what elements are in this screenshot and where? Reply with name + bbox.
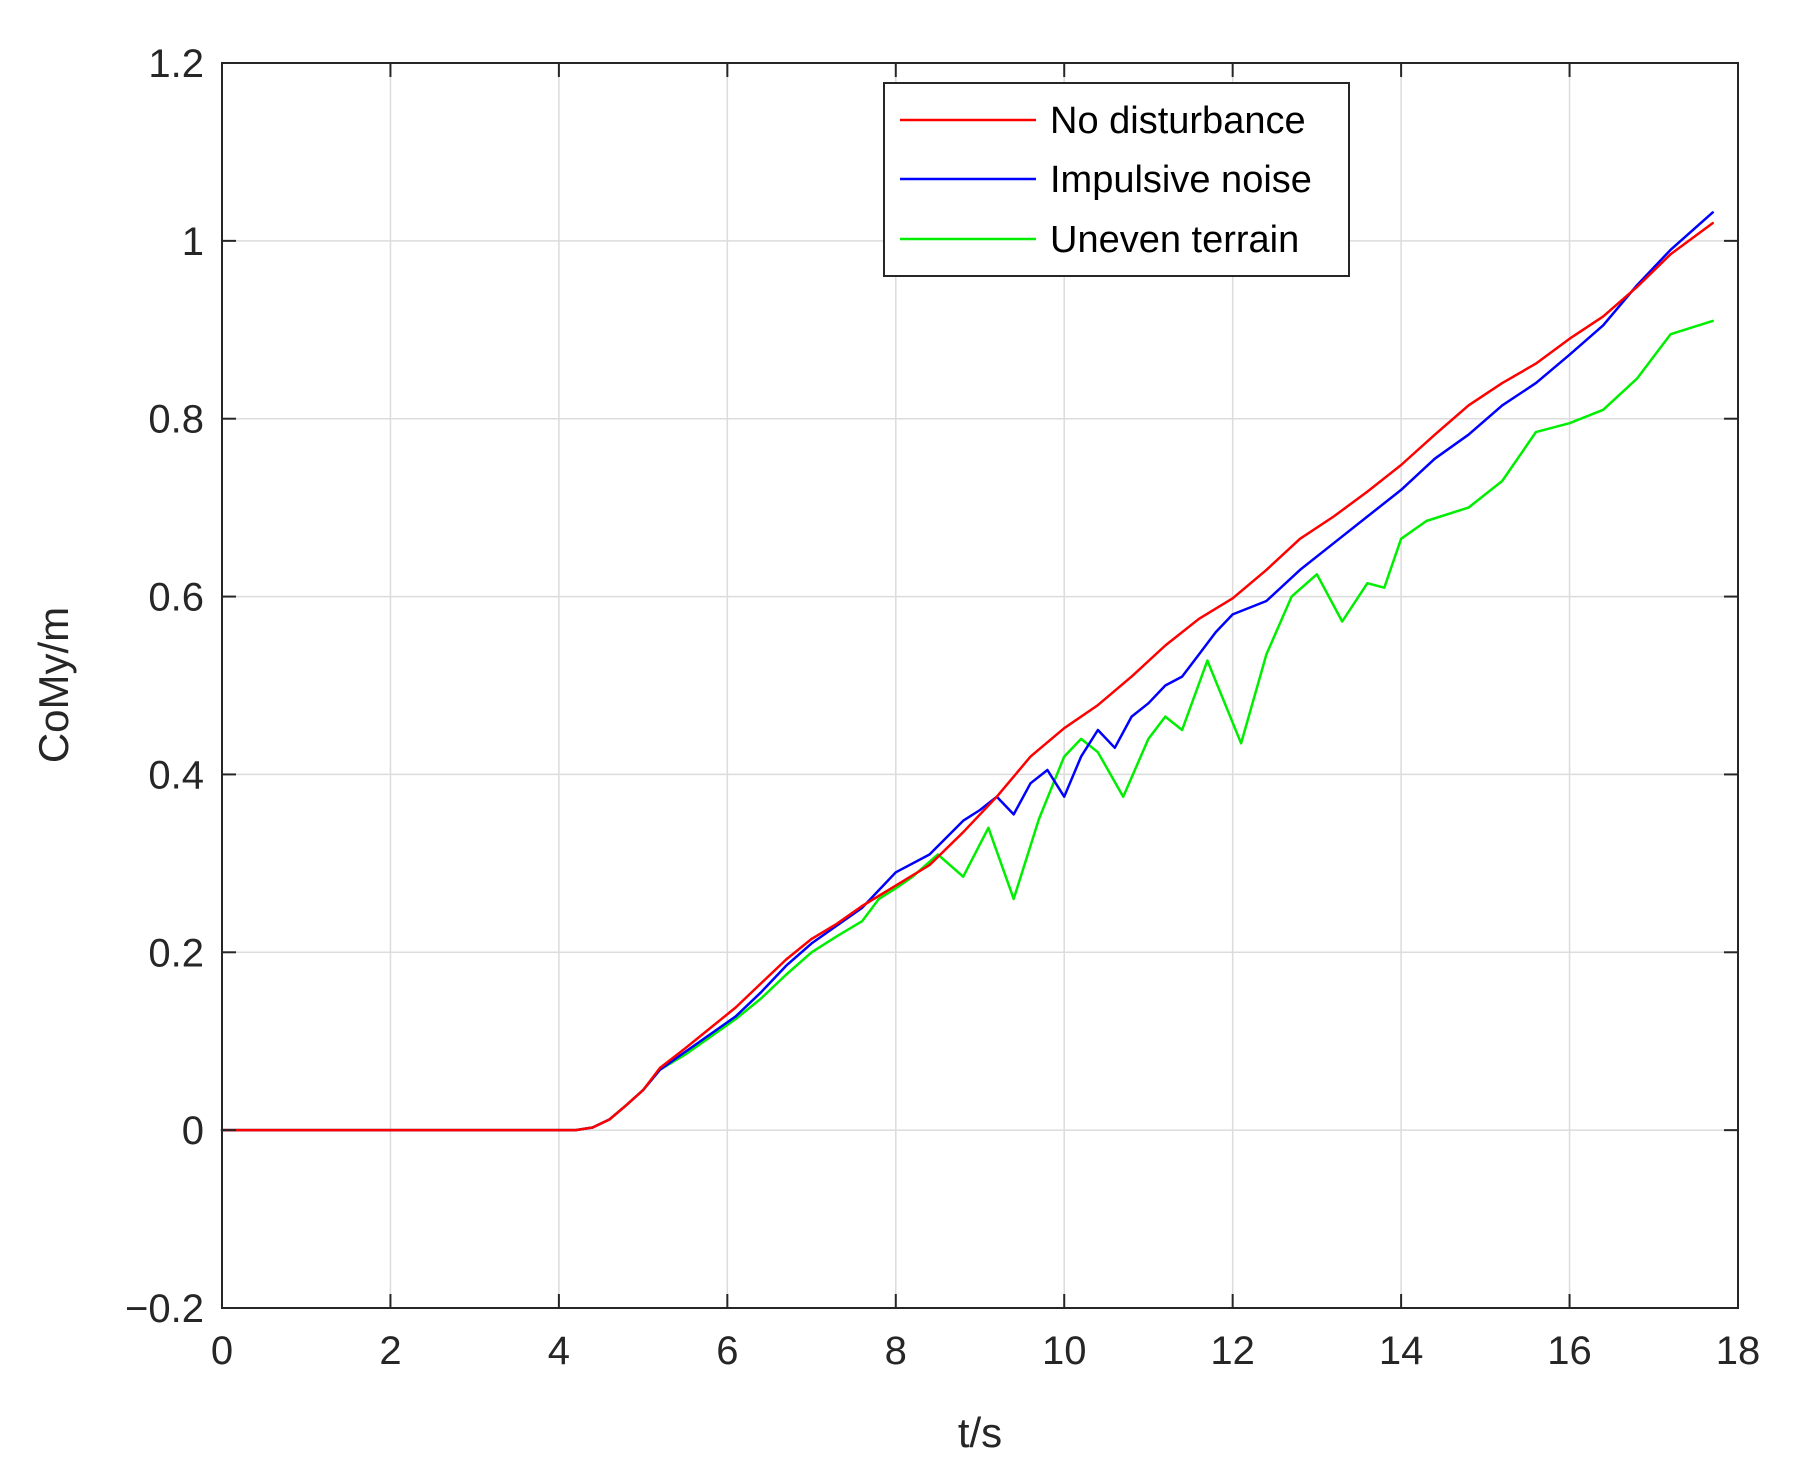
x-tick-label: 16 bbox=[1547, 1329, 1592, 1373]
x-axis-label: t/s bbox=[958, 1409, 1002, 1456]
x-tick-label: 8 bbox=[885, 1329, 907, 1373]
y-tick-label: 0.4 bbox=[148, 753, 204, 797]
series-layer bbox=[220, 211, 1714, 1132]
series-line-impulsive-noise bbox=[220, 211, 1714, 1132]
plot-frame bbox=[221, 62, 1739, 1309]
y-axis-label: CoMy/m bbox=[30, 607, 77, 763]
series-line-no-disturbance bbox=[220, 221, 1714, 1132]
series-line-uneven-terrain bbox=[220, 319, 1714, 1132]
x-tick-label: 6 bbox=[716, 1329, 738, 1373]
ticks bbox=[221, 62, 1739, 1309]
x-tick-label: 2 bbox=[379, 1329, 401, 1373]
y-tick-labels: −0.2 0 0.2 0.4 0.6 0.8 1 1.2 bbox=[125, 42, 204, 1331]
x-tick-label: 14 bbox=[1379, 1329, 1424, 1373]
y-tick-label: 0.8 bbox=[148, 398, 204, 442]
x-tick-labels: 0 2 4 6 8 10 12 14 16 18 bbox=[211, 1329, 1760, 1373]
x-tick-label: 10 bbox=[1042, 1329, 1087, 1373]
legend: No disturbance Impulsive noise Uneven te… bbox=[883, 82, 1350, 277]
x-tick-label: 4 bbox=[548, 1329, 570, 1373]
y-tick-label: 0 bbox=[182, 1109, 204, 1153]
y-tick-label: 0.2 bbox=[148, 931, 204, 975]
y-tick-label: 1.2 bbox=[148, 42, 204, 86]
y-tick-label: 1 bbox=[182, 220, 204, 264]
y-tick-label: 0.6 bbox=[148, 576, 204, 620]
x-tick-label: 0 bbox=[211, 1329, 233, 1373]
legend-label-impulsive-noise: Impulsive noise bbox=[1050, 159, 1312, 201]
x-tick-label: 12 bbox=[1210, 1329, 1255, 1373]
legend-label-uneven-terrain: Uneven terrain bbox=[1050, 219, 1299, 261]
y-tick-label: −0.2 bbox=[125, 1287, 204, 1331]
x-tick-label: 18 bbox=[1716, 1329, 1761, 1373]
legend-label-no-disturbance: No disturbance bbox=[1050, 100, 1306, 142]
